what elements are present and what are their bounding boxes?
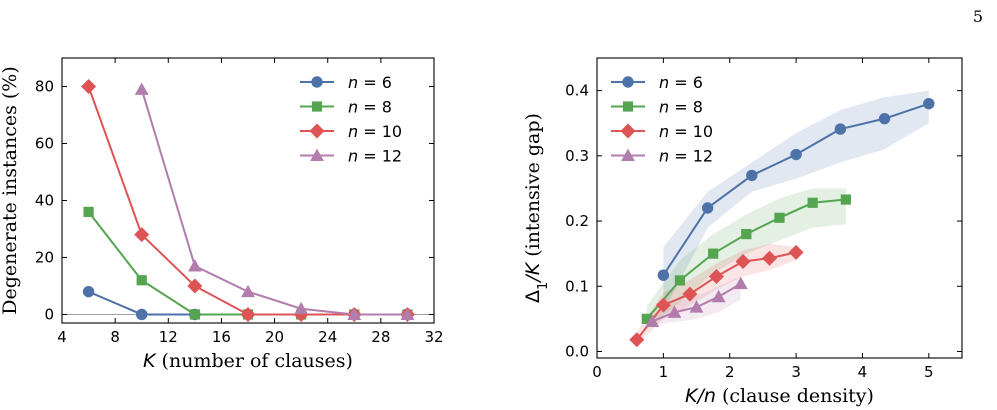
data-point-s0-1 xyxy=(701,202,714,214)
x-tick-label-5: 5 xyxy=(924,363,934,381)
x-axis-label: K/n (clause density) xyxy=(685,385,874,407)
legend-marker-3 xyxy=(310,148,324,162)
data-point-s3-4 xyxy=(347,307,362,320)
plot-frame xyxy=(596,57,963,359)
x-tick-label-7: 32 xyxy=(424,328,443,346)
data-point-s2-3 xyxy=(708,268,724,284)
data-point-s0-5 xyxy=(878,112,891,125)
data-point-s1-2 xyxy=(189,309,200,320)
y-tick-label-1: 0.1 xyxy=(565,277,589,295)
data-point-s2-4 xyxy=(735,253,751,269)
y-tick-label-2: 40 xyxy=(35,191,54,209)
y-tick-label-0: 0.0 xyxy=(565,342,589,360)
y-tick-label-3: 60 xyxy=(35,134,54,152)
data-point-s3-2 xyxy=(689,300,704,313)
chart-intensive-gap: 0 1 2 3 4 5 0.0 0.1 0.2 0.3 0.4 K/n (clause density… xyxy=(522,57,963,407)
x-tick-label-6: 28 xyxy=(371,328,390,346)
data-point-s3-3 xyxy=(294,301,309,315)
legend-marker-2 xyxy=(309,123,325,139)
data-point-s1-3 xyxy=(741,228,752,240)
legend-label-1: n = 8 xyxy=(348,98,392,117)
legend-marker-0 xyxy=(622,76,634,88)
data-point-s3-1 xyxy=(667,305,682,318)
legend-marker-0 xyxy=(311,76,323,88)
x-tick-label-2: 2 xyxy=(725,363,735,381)
data-point-s2-1 xyxy=(655,297,671,313)
data-point-s1-2 xyxy=(708,248,719,259)
data-point-s1-5 xyxy=(807,197,818,208)
legend-marker-1 xyxy=(622,101,634,112)
series-line-3 xyxy=(140,89,408,316)
plot-frame xyxy=(61,57,435,324)
confidence-band-series-2 xyxy=(636,243,797,345)
data-point-s0-1 xyxy=(136,308,148,321)
x-tick-label-0: 0 xyxy=(592,363,602,381)
y-axis-label: Δ1/K (intensive gap) xyxy=(522,113,551,303)
data-point-s3-5 xyxy=(400,307,415,320)
y-tick-label-2: 0.2 xyxy=(565,212,589,230)
x-tick-label-1: 8 xyxy=(110,328,120,346)
legend-label-3: n = 12 xyxy=(659,147,713,166)
series-line-1 xyxy=(87,211,408,316)
x-tick-label-1: 1 xyxy=(659,363,669,381)
legend-marker-3 xyxy=(621,148,635,162)
legend-label-2: n = 10 xyxy=(659,122,713,141)
confidence-band-series-1 xyxy=(646,188,846,329)
y-axis-label: Degenerate instances (%) xyxy=(0,66,21,315)
legend: n = 6 n = 8 n = 10 n = 12 xyxy=(300,73,402,166)
series-line-2 xyxy=(87,86,408,316)
data-point-s1-4 xyxy=(774,212,785,223)
data-point-s2-6 xyxy=(788,244,804,260)
x-axis-label: K (number of clauses) xyxy=(143,350,353,372)
data-point-s2-0 xyxy=(81,78,97,94)
data-point-s0-3 xyxy=(790,148,802,161)
legend-label-1: n = 8 xyxy=(659,98,703,117)
data-point-s3-1 xyxy=(187,259,202,272)
x-tick-label-2: 12 xyxy=(159,328,178,346)
y-tick-label-1: 20 xyxy=(35,248,54,266)
data-point-s2-2 xyxy=(187,278,203,294)
x-tick-label-5: 24 xyxy=(318,328,337,346)
data-point-s2-0 xyxy=(629,332,645,348)
legend-label-2: n = 10 xyxy=(348,122,402,141)
data-point-s3-2 xyxy=(241,284,255,298)
y-tick-label-4: 0.4 xyxy=(565,82,589,100)
data-point-s0-4 xyxy=(834,123,847,135)
data-point-s3-3 xyxy=(711,289,726,303)
data-point-s1-1 xyxy=(136,275,147,286)
data-point-s1-1 xyxy=(674,275,686,286)
x-tick-label-0: 4 xyxy=(57,328,67,346)
legend-label-0: n = 6 xyxy=(348,73,392,92)
data-point-s2-5 xyxy=(762,250,778,266)
confidence-band-series-0 xyxy=(663,90,929,313)
page-number: 5 xyxy=(973,7,983,26)
data-point-s3-0 xyxy=(645,314,660,327)
data-point-s1-0 xyxy=(641,313,652,324)
x-tick-label-4: 20 xyxy=(265,328,284,346)
data-point-s0-0 xyxy=(657,269,670,281)
data-point-s2-2 xyxy=(682,286,698,302)
legend-marker-1 xyxy=(311,101,323,112)
data-point-s2-3 xyxy=(240,306,256,322)
data-point-s2-1 xyxy=(134,227,150,243)
y-tick-label-3: 0.3 xyxy=(565,147,589,165)
legend: n = 6 n = 8 n = 10 n = 12 xyxy=(611,73,713,166)
legend-marker-2 xyxy=(620,123,636,139)
data-point-s1-0 xyxy=(83,206,94,217)
legend-label-3: n = 12 xyxy=(348,147,402,166)
y-tick-label-0: 0 xyxy=(44,305,54,323)
data-point-s0-0 xyxy=(82,285,95,298)
data-point-s1-6 xyxy=(840,194,851,205)
chart-degenerate-instances: 4 8 12 16 20 24 28 32 0 20 40 60 80 K (number of clau… xyxy=(0,57,444,372)
x-tick-label-3: 3 xyxy=(791,363,801,381)
x-tick-label-4: 4 xyxy=(858,363,868,381)
x-tick-label-3: 16 xyxy=(212,328,231,346)
data-point-s0-2 xyxy=(746,169,758,182)
data-point-s3-4 xyxy=(733,276,748,290)
data-point-s0-6 xyxy=(923,97,935,110)
y-tick-label-4: 80 xyxy=(35,77,54,95)
data-point-s3-0 xyxy=(134,82,149,95)
legend-label-0: n = 6 xyxy=(659,73,703,92)
